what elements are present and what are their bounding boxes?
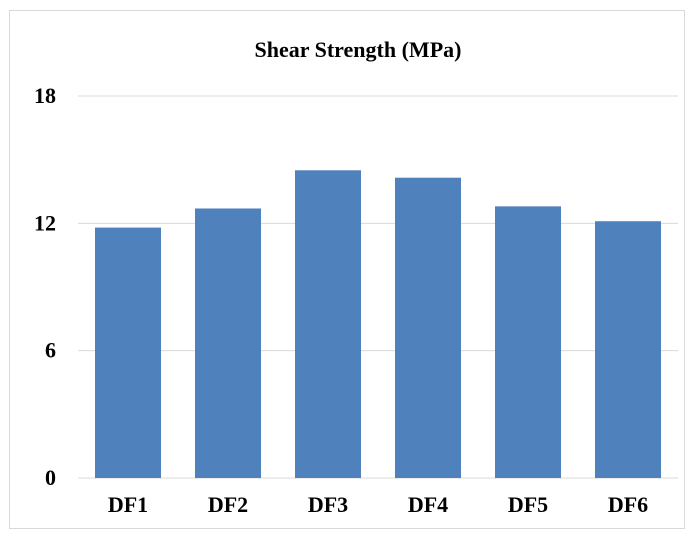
bar-df3 xyxy=(295,170,361,478)
y-axis-tick-labels: 0 6 12 18 xyxy=(34,83,56,490)
bar-df1 xyxy=(95,227,161,478)
x-tick-label: DF6 xyxy=(608,492,648,517)
x-tick-label: DF1 xyxy=(108,492,148,517)
chart-title: Shear Strength (MPa) xyxy=(255,37,462,62)
y-tick-label: 12 xyxy=(34,210,56,235)
bar-df6 xyxy=(595,221,661,478)
bar-df5 xyxy=(495,206,561,478)
x-axis-tick-labels: DF1 DF2 DF3 DF4 DF5 DF6 xyxy=(108,492,648,517)
bar-df4 xyxy=(395,177,461,478)
gridlines xyxy=(78,95,678,479)
bars xyxy=(95,170,661,478)
x-tick-label: DF5 xyxy=(508,492,548,517)
x-tick-label: DF3 xyxy=(308,492,348,517)
y-tick-label: 6 xyxy=(45,338,56,363)
x-tick-label: DF4 xyxy=(408,492,448,517)
bar-df2 xyxy=(195,208,261,478)
y-tick-label: 0 xyxy=(45,465,56,490)
y-tick-label: 18 xyxy=(34,83,56,108)
x-tick-label: DF2 xyxy=(208,492,248,517)
